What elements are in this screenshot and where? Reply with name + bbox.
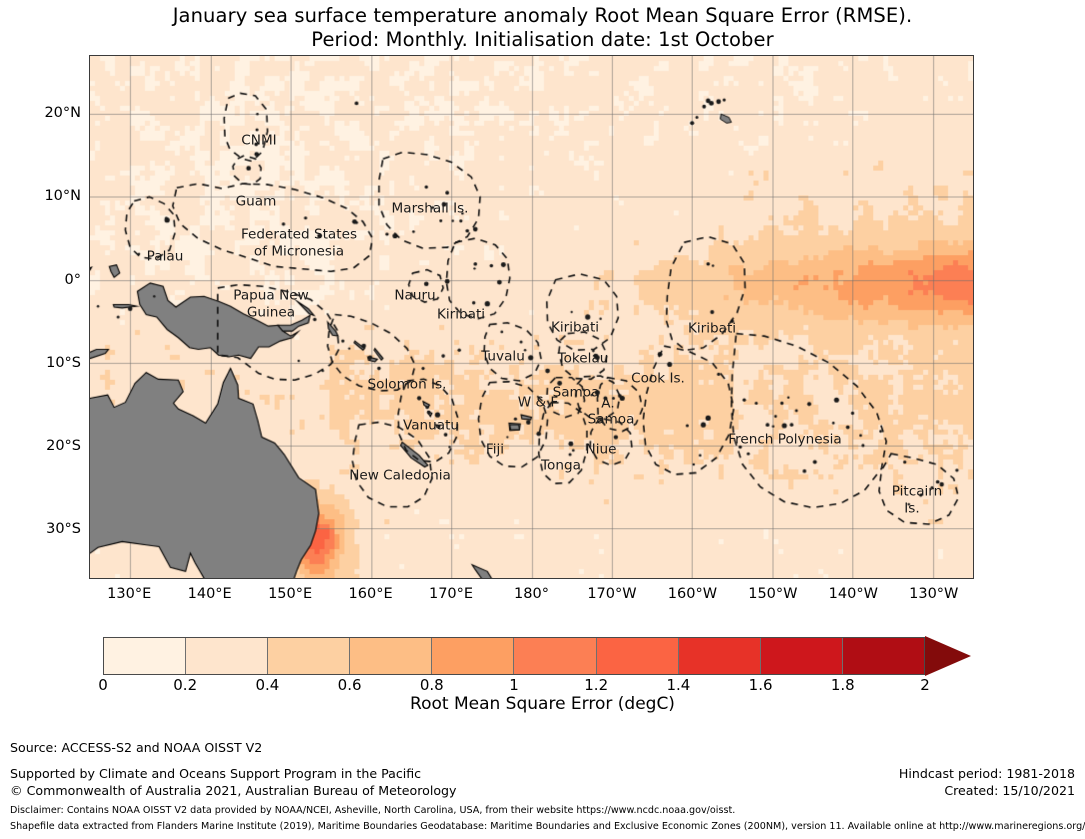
longitude-tick-label: 150°E — [268, 586, 313, 602]
colorbar-bands — [103, 637, 925, 675]
created-text: Created: 15/10/2021 — [944, 783, 1075, 798]
colorbar-label: Root Mean Square Error (degC) — [410, 694, 675, 714]
colorbar-tick-label: 1.6 — [748, 676, 773, 694]
map-place-label: Tokelau — [557, 350, 609, 367]
colorbar-tick-label: 1.8 — [830, 676, 855, 694]
colorbar-over-arrow — [925, 636, 971, 676]
longitude-tick-label: 170°E — [428, 586, 474, 602]
map-place-label: Nauru — [394, 287, 436, 304]
map-place-label: of Micronesia — [253, 243, 345, 260]
copyright-text: © Commonwealth of Australia 2021, Austra… — [10, 783, 457, 798]
map-place-label: Palau — [146, 248, 184, 265]
map-place-label: Kiribati — [436, 306, 486, 323]
map-place-label: Papua New — [233, 287, 309, 304]
map-place-label: Kiribati — [550, 319, 600, 336]
map-place-label: Samoa — [587, 411, 635, 428]
longitude-tick-label: 140°E — [187, 586, 232, 602]
map-place-label: Marshall Is. — [391, 200, 469, 217]
map-place-label: Kiribati — [687, 320, 737, 337]
longitude-tick-label: 140°W — [828, 586, 878, 602]
longitude-tick-label: 150°W — [748, 586, 798, 602]
map-place-label: Solomon Is. — [367, 376, 447, 393]
sst-rmse-heatmap — [90, 56, 973, 578]
latitude-tick-label: 10°S — [46, 354, 81, 371]
colorbar-tick-label: 1 — [509, 676, 519, 694]
colorbar-tick-label: 2 — [920, 676, 930, 694]
map-place-label: Guinea — [246, 304, 296, 321]
colorbar-band — [514, 638, 597, 674]
map-place-label: Is. — [904, 500, 920, 517]
map-place-label: Vanuatu — [402, 417, 460, 434]
map-place-label: Tuvalu — [481, 348, 525, 365]
longitude-tick-label: 130°E — [107, 586, 152, 602]
figure-title: January sea surface temperature anomaly … — [0, 4, 1085, 52]
map-place-label: Tonga — [541, 457, 581, 474]
map-place-label: Cook Is. — [631, 370, 685, 387]
colorbar-tick-label: 1.4 — [666, 676, 691, 694]
colorbar-band — [104, 638, 187, 674]
map-place-label: Guam — [235, 193, 277, 210]
map-place-label: W & F — [517, 394, 559, 411]
map-place-label: Niue — [585, 441, 617, 458]
colorbar-tick-label: 0.6 — [337, 676, 362, 694]
disclaimer-line-1: Disclaimer: Contains NOAA OISST V2 data … — [10, 805, 736, 816]
map-place-label: Federated States — [240, 226, 358, 243]
colorbar-band — [350, 638, 433, 674]
colorbar-tick-label: 0 — [98, 676, 108, 694]
colorbar-band — [186, 638, 269, 674]
latitude-tick-label: 20°S — [46, 437, 81, 454]
latitude-tick-label: 20°N — [44, 105, 81, 122]
colorbar-band — [596, 638, 679, 674]
map-place-label: Fiji — [485, 441, 505, 458]
colorbar-tick-label: 0.8 — [419, 676, 444, 694]
longitude-tick-label: 170°W — [587, 586, 637, 602]
latitude-tick-label: 0° — [64, 271, 81, 288]
longitude-tick-label: 130°W — [909, 586, 959, 602]
longitude-tick-label: 180° — [514, 586, 549, 602]
supported-text: Supported by Climate and Oceans Support … — [10, 766, 422, 781]
colorbar-band — [268, 638, 351, 674]
latitude-tick-label: 10°N — [44, 188, 81, 205]
source-text: Source: ACCESS-S2 and NOAA OISST V2 — [10, 740, 263, 755]
colorbar-band — [842, 638, 924, 674]
hindcast-text: Hindcast period: 1981-2018 — [898, 766, 1075, 781]
disclaimer-line-2: Shapefile data extracted from Flanders M… — [10, 821, 1085, 832]
map-place-label: CNMI — [241, 132, 277, 149]
longitude-tick-label: 160°E — [348, 586, 393, 602]
map-place-label: New Caledonia — [349, 467, 451, 484]
colorbar-band — [678, 638, 761, 674]
colorbar-band — [432, 638, 515, 674]
title-line-1: January sea surface temperature anomaly … — [172, 4, 913, 27]
longitude-tick-label: 160°W — [667, 586, 718, 602]
colorbar-band — [760, 638, 843, 674]
map-plot-area: CNMI Guam Palau Federated States of Micrones… — [89, 55, 974, 579]
colorbar-tick-label: 0.4 — [255, 676, 280, 694]
colorbar-tick-label: 0.2 — [173, 676, 198, 694]
title-line-2: Period: Monthly. Initialisation date: 1s… — [311, 28, 774, 51]
colorbar: 0 0.2 0.4 0.6 0.8 1 1.2 1.4 1.6 1.8 2 — [98, 636, 985, 694]
map-place-label: Samoa — [552, 384, 600, 401]
colorbar-tick-label: 1.2 — [584, 676, 609, 694]
map-place-label: French Polynesia — [728, 431, 842, 448]
map-place-label: A. — [601, 395, 615, 412]
latitude-tick-label: 30°S — [46, 521, 81, 538]
map-place-label: Pitcairn — [891, 483, 943, 500]
